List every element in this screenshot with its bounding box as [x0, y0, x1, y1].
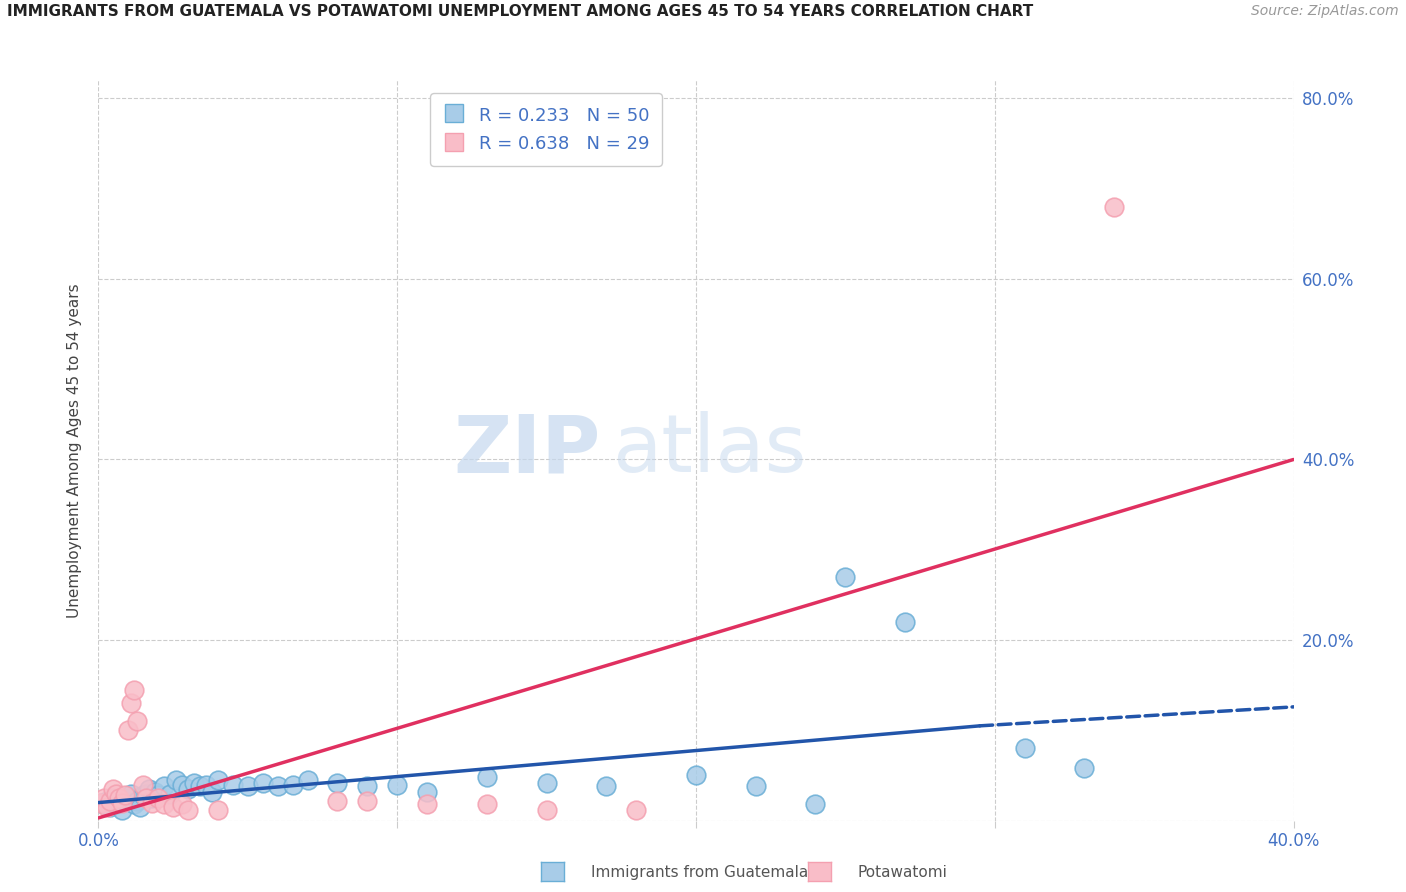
Text: Immigrants from Guatemala: Immigrants from Guatemala: [591, 865, 808, 880]
Point: [745, 780, 768, 794]
Point: [141, 796, 163, 810]
Point: [105, 797, 128, 812]
Point: [117, 791, 139, 805]
Point: [96, 800, 118, 814]
Point: [416, 797, 439, 812]
Point: [90, 796, 112, 810]
Point: [148, 791, 170, 805]
Text: IMMIGRANTS FROM GUATEMALA VS POTAWATOMI UNEMPLOYMENT AMONG AGES 45 TO 54 YEARS C: IMMIGRANTS FROM GUATEMALA VS POTAWATOMI …: [7, 4, 1033, 20]
Point: [153, 780, 176, 794]
Point: [172, 778, 194, 792]
Point: [148, 789, 170, 803]
Point: [135, 787, 157, 801]
Point: [595, 780, 617, 794]
Point: [141, 791, 163, 805]
Text: atlas: atlas: [613, 411, 807, 490]
Point: [127, 714, 149, 729]
Point: [100, 794, 122, 808]
Point: [153, 797, 176, 812]
Point: [100, 800, 122, 814]
Point: [93, 797, 115, 812]
Point: [96, 794, 118, 808]
Point: [475, 770, 498, 784]
Point: [416, 785, 439, 799]
Text: Source: ZipAtlas.com: Source: ZipAtlas.com: [1251, 4, 1399, 19]
Point: [114, 789, 136, 803]
Legend: R = 0.233   N = 50, R = 0.638   N = 29: R = 0.233 N = 50, R = 0.638 N = 29: [430, 93, 662, 166]
Point: [236, 780, 259, 794]
Point: [1073, 761, 1095, 775]
Point: [385, 778, 409, 792]
Point: [143, 785, 166, 799]
Point: [626, 803, 648, 817]
Point: [207, 772, 229, 787]
Point: [135, 791, 157, 805]
Point: [103, 782, 125, 797]
Point: [188, 780, 211, 794]
Point: [93, 791, 115, 805]
Point: [267, 780, 290, 794]
Point: [108, 791, 131, 805]
Point: [108, 796, 131, 810]
Point: [536, 803, 558, 817]
Point: [159, 787, 181, 801]
Point: [281, 778, 304, 792]
Point: [356, 794, 378, 808]
Text: Potawatomi: Potawatomi: [858, 865, 948, 880]
Point: [120, 696, 142, 710]
Point: [132, 789, 155, 803]
Point: [356, 780, 378, 794]
Point: [111, 796, 134, 810]
Point: [252, 775, 274, 789]
Text: ZIP: ZIP: [453, 411, 600, 490]
Point: [195, 778, 218, 792]
Point: [804, 797, 827, 812]
Point: [536, 775, 558, 789]
Point: [111, 803, 134, 817]
Point: [475, 797, 498, 812]
Y-axis label: Unemployment Among Ages 45 to 54 years: Unemployment Among Ages 45 to 54 years: [67, 283, 83, 618]
Point: [117, 723, 139, 738]
Point: [103, 791, 125, 805]
Point: [177, 803, 200, 817]
Point: [1014, 741, 1036, 756]
Point: [207, 803, 229, 817]
Point: [326, 775, 349, 789]
Point: [138, 782, 160, 797]
Point: [114, 794, 136, 808]
Point: [127, 794, 149, 808]
Point: [105, 787, 128, 801]
Point: [894, 615, 917, 629]
Point: [124, 682, 146, 697]
Point: [162, 800, 184, 814]
Point: [120, 787, 142, 801]
Point: [177, 782, 200, 797]
Point: [129, 800, 152, 814]
Point: [201, 785, 224, 799]
Point: [326, 794, 349, 808]
Point: [222, 778, 245, 792]
Point: [297, 772, 319, 787]
Point: [183, 775, 205, 789]
Point: [132, 778, 155, 792]
Point: [172, 797, 194, 812]
Point: [165, 772, 187, 787]
Point: [124, 797, 146, 812]
Point: [834, 570, 856, 584]
Point: [90, 796, 112, 810]
Point: [685, 768, 707, 782]
Point: [1104, 200, 1126, 214]
